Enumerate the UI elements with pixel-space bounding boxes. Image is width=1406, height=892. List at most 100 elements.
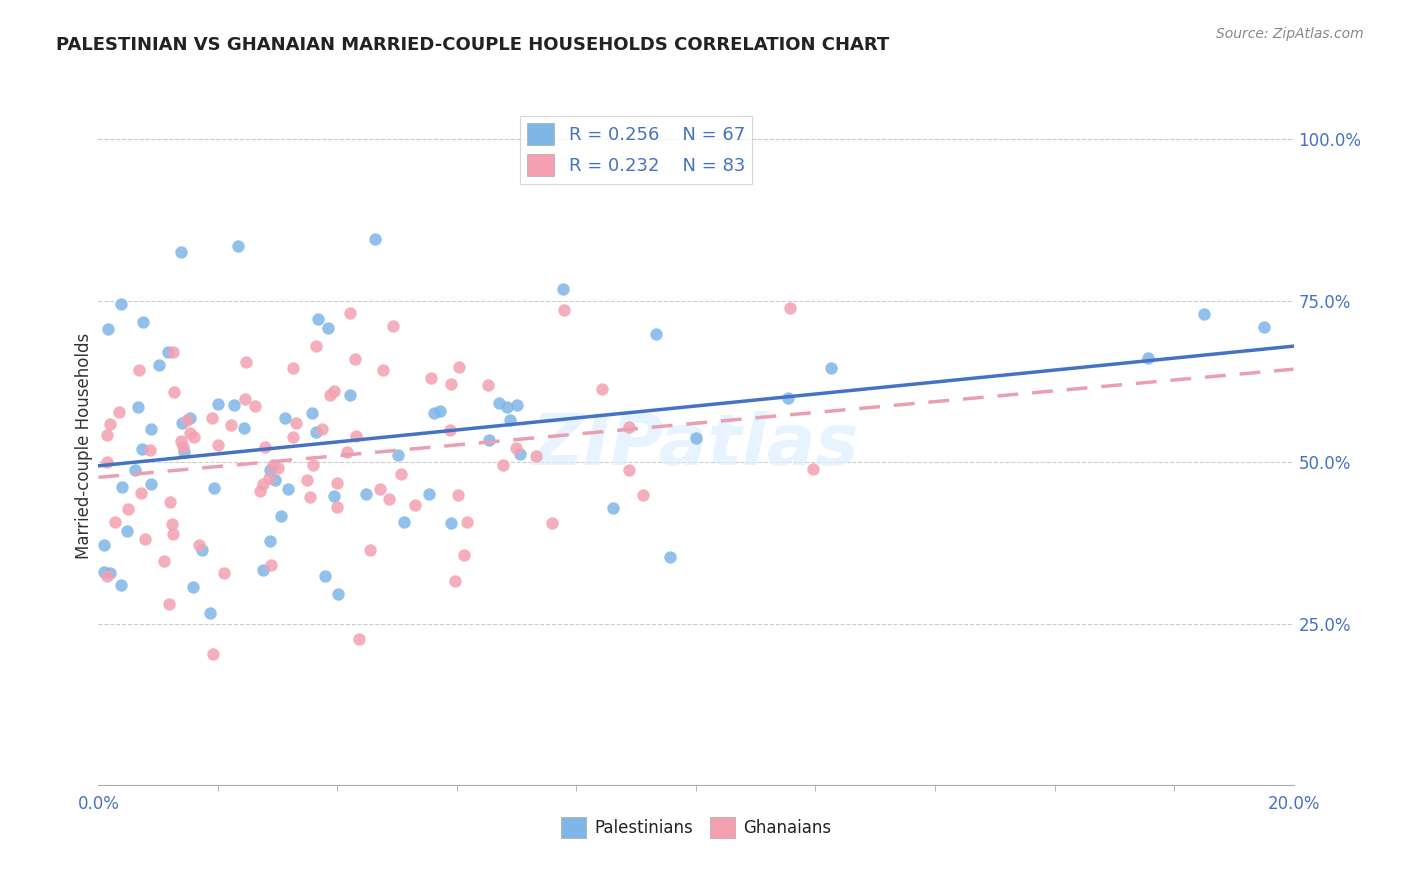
- Point: [117, 524, 139, 538]
- Point: [235, 392, 257, 406]
- Point: [170, 244, 193, 259]
- Point: [302, 458, 325, 472]
- Point: [281, 361, 304, 376]
- Point: [429, 403, 451, 417]
- Point: [108, 405, 131, 419]
- Point: [283, 430, 305, 444]
- Point: [381, 318, 404, 333]
- Point: [259, 463, 281, 477]
- Point: [93, 565, 115, 579]
- Point: [212, 566, 235, 580]
- Point: [157, 597, 180, 611]
- Point: [172, 440, 194, 454]
- Point: [253, 440, 276, 454]
- Point: [274, 411, 297, 425]
- Point: [492, 458, 515, 472]
- Point: [305, 425, 328, 440]
- Point: [295, 473, 318, 487]
- Point: [314, 568, 336, 582]
- Point: [305, 339, 328, 353]
- Point: [270, 509, 292, 524]
- Point: [418, 487, 440, 501]
- Point: [591, 382, 613, 396]
- Point: [284, 416, 307, 430]
- Point: [141, 422, 163, 436]
- Point: [505, 398, 527, 412]
- Point: [301, 407, 323, 421]
- Point: [404, 499, 426, 513]
- Point: [488, 395, 510, 409]
- Point: [326, 475, 349, 490]
- Point: [163, 385, 186, 400]
- Point: [328, 587, 350, 601]
- Point: [299, 490, 322, 504]
- Point: [344, 428, 367, 442]
- Point: [159, 495, 181, 509]
- Point: [391, 467, 413, 481]
- Legend: Palestinians, Ghanaians: Palestinians, Ghanaians: [554, 811, 838, 845]
- Point: [104, 515, 127, 529]
- Y-axis label: Married-couple Households: Married-couple Households: [75, 333, 93, 559]
- Point: [219, 417, 242, 432]
- Point: [198, 606, 221, 620]
- Point: [96, 427, 118, 442]
- Text: Source: ZipAtlas.com: Source: ZipAtlas.com: [1216, 27, 1364, 41]
- Point: [496, 400, 519, 414]
- Point: [176, 413, 198, 427]
- Point: [131, 315, 153, 329]
- Point: [1137, 351, 1160, 365]
- Point: [339, 388, 361, 402]
- Point: [141, 477, 163, 491]
- Point: [322, 490, 344, 504]
- Point: [456, 515, 478, 529]
- Point: [252, 476, 274, 491]
- Point: [117, 501, 139, 516]
- Point: [128, 362, 150, 376]
- Point: [336, 444, 359, 458]
- Point: [156, 344, 179, 359]
- Point: [131, 442, 153, 457]
- Point: [173, 445, 195, 459]
- Point: [179, 425, 201, 440]
- Text: PALESTINIAN VS GHANAIAN MARRIED-COUPLE HOUSEHOLDS CORRELATION CHART: PALESTINIAN VS GHANAIAN MARRIED-COUPLE H…: [56, 36, 890, 54]
- Point: [602, 500, 624, 515]
- Point: [98, 566, 121, 580]
- Point: [134, 532, 156, 546]
- Point: [162, 345, 184, 359]
- Point: [439, 423, 461, 437]
- Point: [644, 326, 666, 341]
- Point: [364, 232, 387, 246]
- Point: [207, 397, 229, 411]
- Point: [124, 463, 146, 477]
- Point: [447, 360, 470, 375]
- Point: [307, 311, 329, 326]
- Point: [172, 417, 194, 431]
- Point: [243, 399, 266, 413]
- Point: [392, 515, 415, 529]
- Point: [316, 321, 339, 335]
- Point: [371, 362, 394, 376]
- Point: [420, 371, 443, 385]
- Point: [368, 482, 391, 496]
- Point: [259, 534, 281, 549]
- Point: [96, 455, 118, 469]
- Point: [139, 443, 162, 458]
- Point: [447, 488, 470, 502]
- Point: [188, 538, 211, 552]
- Point: [387, 448, 409, 462]
- Point: [509, 447, 531, 461]
- Point: [453, 549, 475, 563]
- Point: [235, 355, 257, 369]
- Point: [179, 411, 201, 425]
- Point: [202, 481, 225, 495]
- Point: [263, 473, 285, 487]
- Point: [262, 458, 284, 472]
- Point: [326, 500, 349, 514]
- Point: [499, 413, 522, 427]
- Point: [98, 417, 121, 432]
- Point: [659, 549, 682, 564]
- Point: [96, 569, 118, 583]
- Point: [162, 526, 184, 541]
- Point: [349, 632, 371, 646]
- Point: [803, 462, 825, 476]
